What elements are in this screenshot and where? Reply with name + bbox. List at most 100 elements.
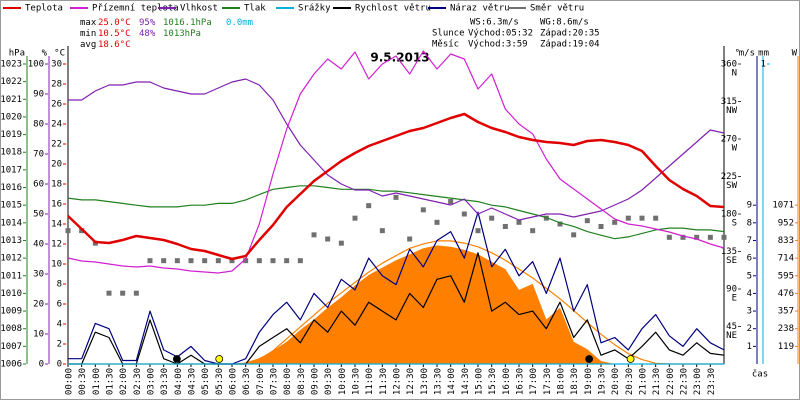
stats-min: min 10.5°C 48% 1013hPa <box>80 29 201 39</box>
x-tick-label: 23:00 <box>693 368 703 395</box>
stat-temperature: 25.0°C <box>98 18 131 28</box>
moonset-marker <box>585 355 594 363</box>
y-tick-label: 1019 <box>0 130 22 140</box>
y-tick-label: 90 <box>726 285 737 295</box>
y-tick-label: 1018 <box>0 148 22 158</box>
direction-mark <box>243 258 249 264</box>
wind-speed-max: WS:6.3m/s <box>470 18 519 28</box>
direction-mark <box>284 258 290 264</box>
stat-label: max <box>80 18 97 28</box>
y-tick-label: 1 <box>747 342 752 352</box>
direction-mark <box>338 240 344 246</box>
x-tick-label: 09:00 <box>311 368 321 395</box>
direction-mark <box>571 232 577 238</box>
x-tick-label: 17:30 <box>543 368 553 395</box>
axis-title: hPa <box>9 49 25 59</box>
y-tick-label: 833 <box>778 236 794 246</box>
compass-label: SW <box>726 181 737 191</box>
y-tick-label: 6 <box>57 300 62 310</box>
y-tick-label: 180 <box>721 210 737 220</box>
direction-mark <box>461 211 467 217</box>
y-tick-label: 10 <box>51 260 62 270</box>
axis-title: W <box>792 49 798 59</box>
x-tick-label: 20:30 <box>625 368 635 395</box>
solar-area <box>68 245 724 364</box>
x-tick-label: 08:00 <box>283 368 293 395</box>
x-tick-label: 14:30 <box>461 368 471 395</box>
x-tick-label: 05:30 <box>215 368 225 395</box>
x-tick-label: 18:30 <box>570 368 580 395</box>
direction-mark <box>448 199 454 204</box>
y-tick-label: 0 <box>39 360 44 370</box>
y-tick-label: 40 <box>33 240 44 250</box>
y-tick-label: 1009 <box>0 307 22 317</box>
direction-mark <box>352 215 358 221</box>
x-tick-label: 01:00 <box>92 368 102 395</box>
x-tick-label: 02:00 <box>119 368 129 395</box>
y-tick-label: 1015 <box>0 201 22 211</box>
x-tick-label: 06:00 <box>229 368 239 395</box>
stat-humidity: 48% <box>139 29 156 39</box>
direction-mark <box>625 215 631 221</box>
direction-mark <box>612 219 618 225</box>
y-tick-label: 24 <box>51 120 62 130</box>
x-tick-label: 14:00 <box>447 368 457 395</box>
series-line <box>67 112 725 261</box>
y-tick-label: 45 <box>726 322 737 332</box>
y-tick-label: 595 <box>778 271 794 281</box>
direction-mark <box>598 224 604 229</box>
stat-label: avg <box>80 40 96 50</box>
direction-mark <box>653 215 659 221</box>
x-tick-label: 05:00 <box>201 368 211 395</box>
legend-label: Směr větru <box>530 4 584 14</box>
moonset: Západ:19:04 <box>540 40 600 50</box>
direction-mark <box>270 258 276 264</box>
moonrise-marker <box>172 355 181 363</box>
y-tick-label: 2 <box>747 324 752 334</box>
direction-mark <box>379 228 385 234</box>
x-tick-label: 19:30 <box>598 368 608 395</box>
stat-humidity: 95% <box>139 18 156 28</box>
y-tick-label: 357 <box>778 307 794 317</box>
x-tick-label: 06:30 <box>242 368 252 395</box>
direction-mark <box>475 228 481 234</box>
y-tick-label: 28 <box>51 80 62 90</box>
direction-mark <box>694 234 700 240</box>
direction-mark <box>202 258 208 264</box>
stat-label: min <box>80 29 96 39</box>
direction-mark <box>393 194 399 200</box>
x-tick-label: 20:00 <box>611 368 621 395</box>
direction-mark <box>229 258 235 264</box>
x-tick-label: 04:00 <box>174 368 184 395</box>
direction-mark <box>215 258 221 264</box>
sunset-marker <box>626 355 635 363</box>
y-tick-label: 26 <box>51 100 62 110</box>
y-tick-label: 315 <box>721 97 737 107</box>
direction-mark <box>120 290 126 296</box>
axis-title: % <box>42 49 48 59</box>
sunset: Západ:20:35 <box>540 29 600 39</box>
y-tick-label: 20 <box>33 300 44 310</box>
direction-mark <box>174 258 180 264</box>
y-tick-label: 1012 <box>0 254 22 264</box>
direction-mark <box>666 234 672 240</box>
x-tick-label: 19:00 <box>584 368 594 395</box>
direction-mark <box>584 218 590 224</box>
x-tick-label: 15:00 <box>475 368 485 395</box>
y-tick-label: 70 <box>33 150 44 160</box>
y-tick-label: 30 <box>51 60 62 70</box>
direction-mark <box>297 258 303 264</box>
compass-label: E <box>732 294 737 304</box>
y-tick-label: 80 <box>33 120 44 130</box>
direction-mark <box>188 258 194 264</box>
y-tick-label: 60 <box>33 180 44 190</box>
direction-mark <box>489 215 495 221</box>
y-tick-label: 238 <box>778 324 794 334</box>
stats: max 25.0°C 95% 1016.1hPa 0.0mm min 10.5°… <box>80 18 253 50</box>
direction-mark <box>707 234 713 240</box>
direction-mark <box>639 215 645 221</box>
y-tick-label: 10 <box>33 330 44 340</box>
direction-mark <box>161 258 167 264</box>
y-tick-label: 4 <box>57 320 62 330</box>
legend-label: Teplota <box>25 4 63 14</box>
